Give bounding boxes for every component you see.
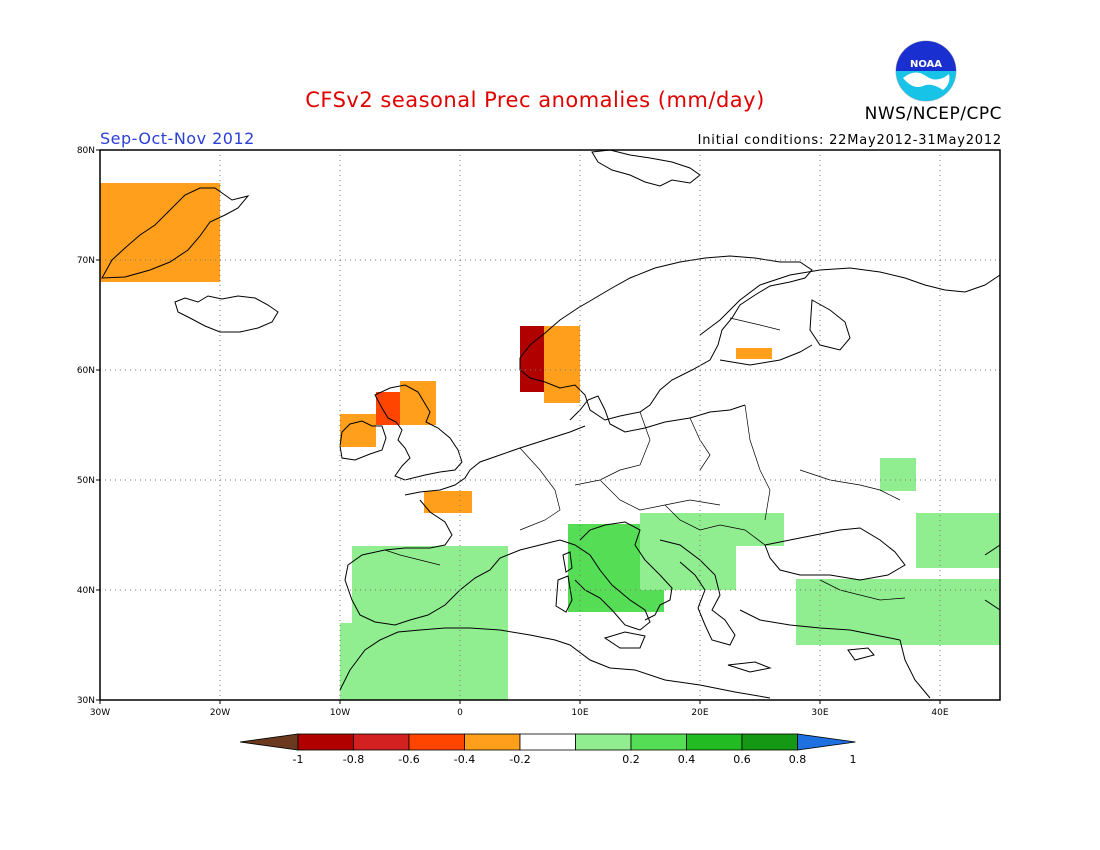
colorbar-segment [519, 733, 576, 751]
colorbar-label: 0.4 [678, 753, 696, 766]
lat-tick-label: 70N [77, 256, 95, 266]
anomaly-cell [340, 623, 508, 700]
colorbar-arrow-high [797, 733, 856, 751]
logo-text: NOAA [910, 59, 942, 70]
lon-tick-label: 40E [931, 708, 948, 718]
colorbar-label: -0.8 [343, 753, 364, 766]
noaa-logo: NOAA [895, 40, 957, 102]
anomaly-cell [796, 579, 1000, 645]
anomaly-cell [736, 348, 772, 359]
colorbar-segment [408, 733, 465, 751]
colorbar-segment [353, 733, 410, 751]
lat-tick-label: 60N [77, 366, 95, 376]
colorbar-segment [686, 733, 743, 751]
anomaly-cell [880, 458, 916, 491]
lat-tick-label: 30N [77, 696, 95, 706]
colorbar-segment [575, 733, 632, 751]
anomaly-cell [712, 513, 784, 546]
lat-tick-label: 50N [77, 476, 95, 486]
anomaly-cell [400, 381, 436, 425]
country-borders [384, 317, 906, 601]
initial-conditions-label: Initial conditions: 22May2012-31May2012 [697, 133, 1002, 148]
map-frame [99, 149, 1001, 701]
anomaly-cell [340, 414, 376, 447]
lon-tick-label: 10W [330, 708, 350, 718]
map-title: CFSv2 seasonal Prec anomalies (mm/day) [305, 88, 765, 112]
lon-tick-label: 20W [210, 708, 230, 718]
colorbar-label: 1 [850, 753, 857, 766]
lat-tick-label: 80N [77, 146, 95, 156]
anomaly-cell [916, 513, 1000, 568]
organization-label: NWS/NCEP/CPC [864, 104, 1002, 124]
colorbar-segment [297, 733, 354, 751]
colorbar-label: -0.6 [398, 753, 419, 766]
colorbar-segment [464, 733, 521, 751]
lon-tick-label: 10E [571, 708, 588, 718]
axis-labels: 30W 20W 10W 0 10E 20E 30E 40E 80N 70N 60N 50N 40N 30N [77, 146, 949, 718]
season-label: Sep-Oct-Nov 2012 [100, 129, 255, 148]
lon-tick-label: 30E [811, 708, 828, 718]
anomaly-cell [544, 326, 580, 403]
colorbar-label: 0.2 [622, 753, 640, 766]
colorbar-label: -1 [293, 753, 304, 766]
lon-tick-label: 0 [457, 708, 463, 718]
colorbar-label: -0.4 [454, 753, 475, 766]
coastlines [101, 149, 1001, 699]
anomaly-cells [100, 183, 1000, 700]
colorbar: -1 -0.8 -0.6 -0.4 -0.2 0.2 0.4 0.6 0.8 1 [239, 733, 857, 766]
colorbar-label: 0.6 [733, 753, 751, 766]
colorbar-segment [630, 733, 687, 751]
colorbar-arrow-low [239, 733, 299, 751]
colorbar-label: 0.8 [789, 753, 807, 766]
colorbar-label: -0.2 [509, 753, 530, 766]
lon-tick-label: 30W [90, 708, 110, 718]
colorbar-segment [741, 733, 798, 751]
lat-tick-label: 40N [77, 586, 95, 596]
graticule [100, 150, 1000, 700]
anomaly-cell [424, 491, 472, 513]
lon-tick-label: 20E [691, 708, 708, 718]
